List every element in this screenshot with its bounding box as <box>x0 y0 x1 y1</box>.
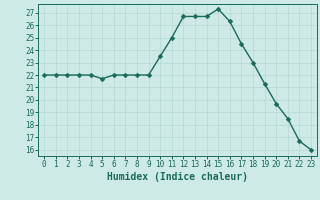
X-axis label: Humidex (Indice chaleur): Humidex (Indice chaleur) <box>107 172 248 182</box>
